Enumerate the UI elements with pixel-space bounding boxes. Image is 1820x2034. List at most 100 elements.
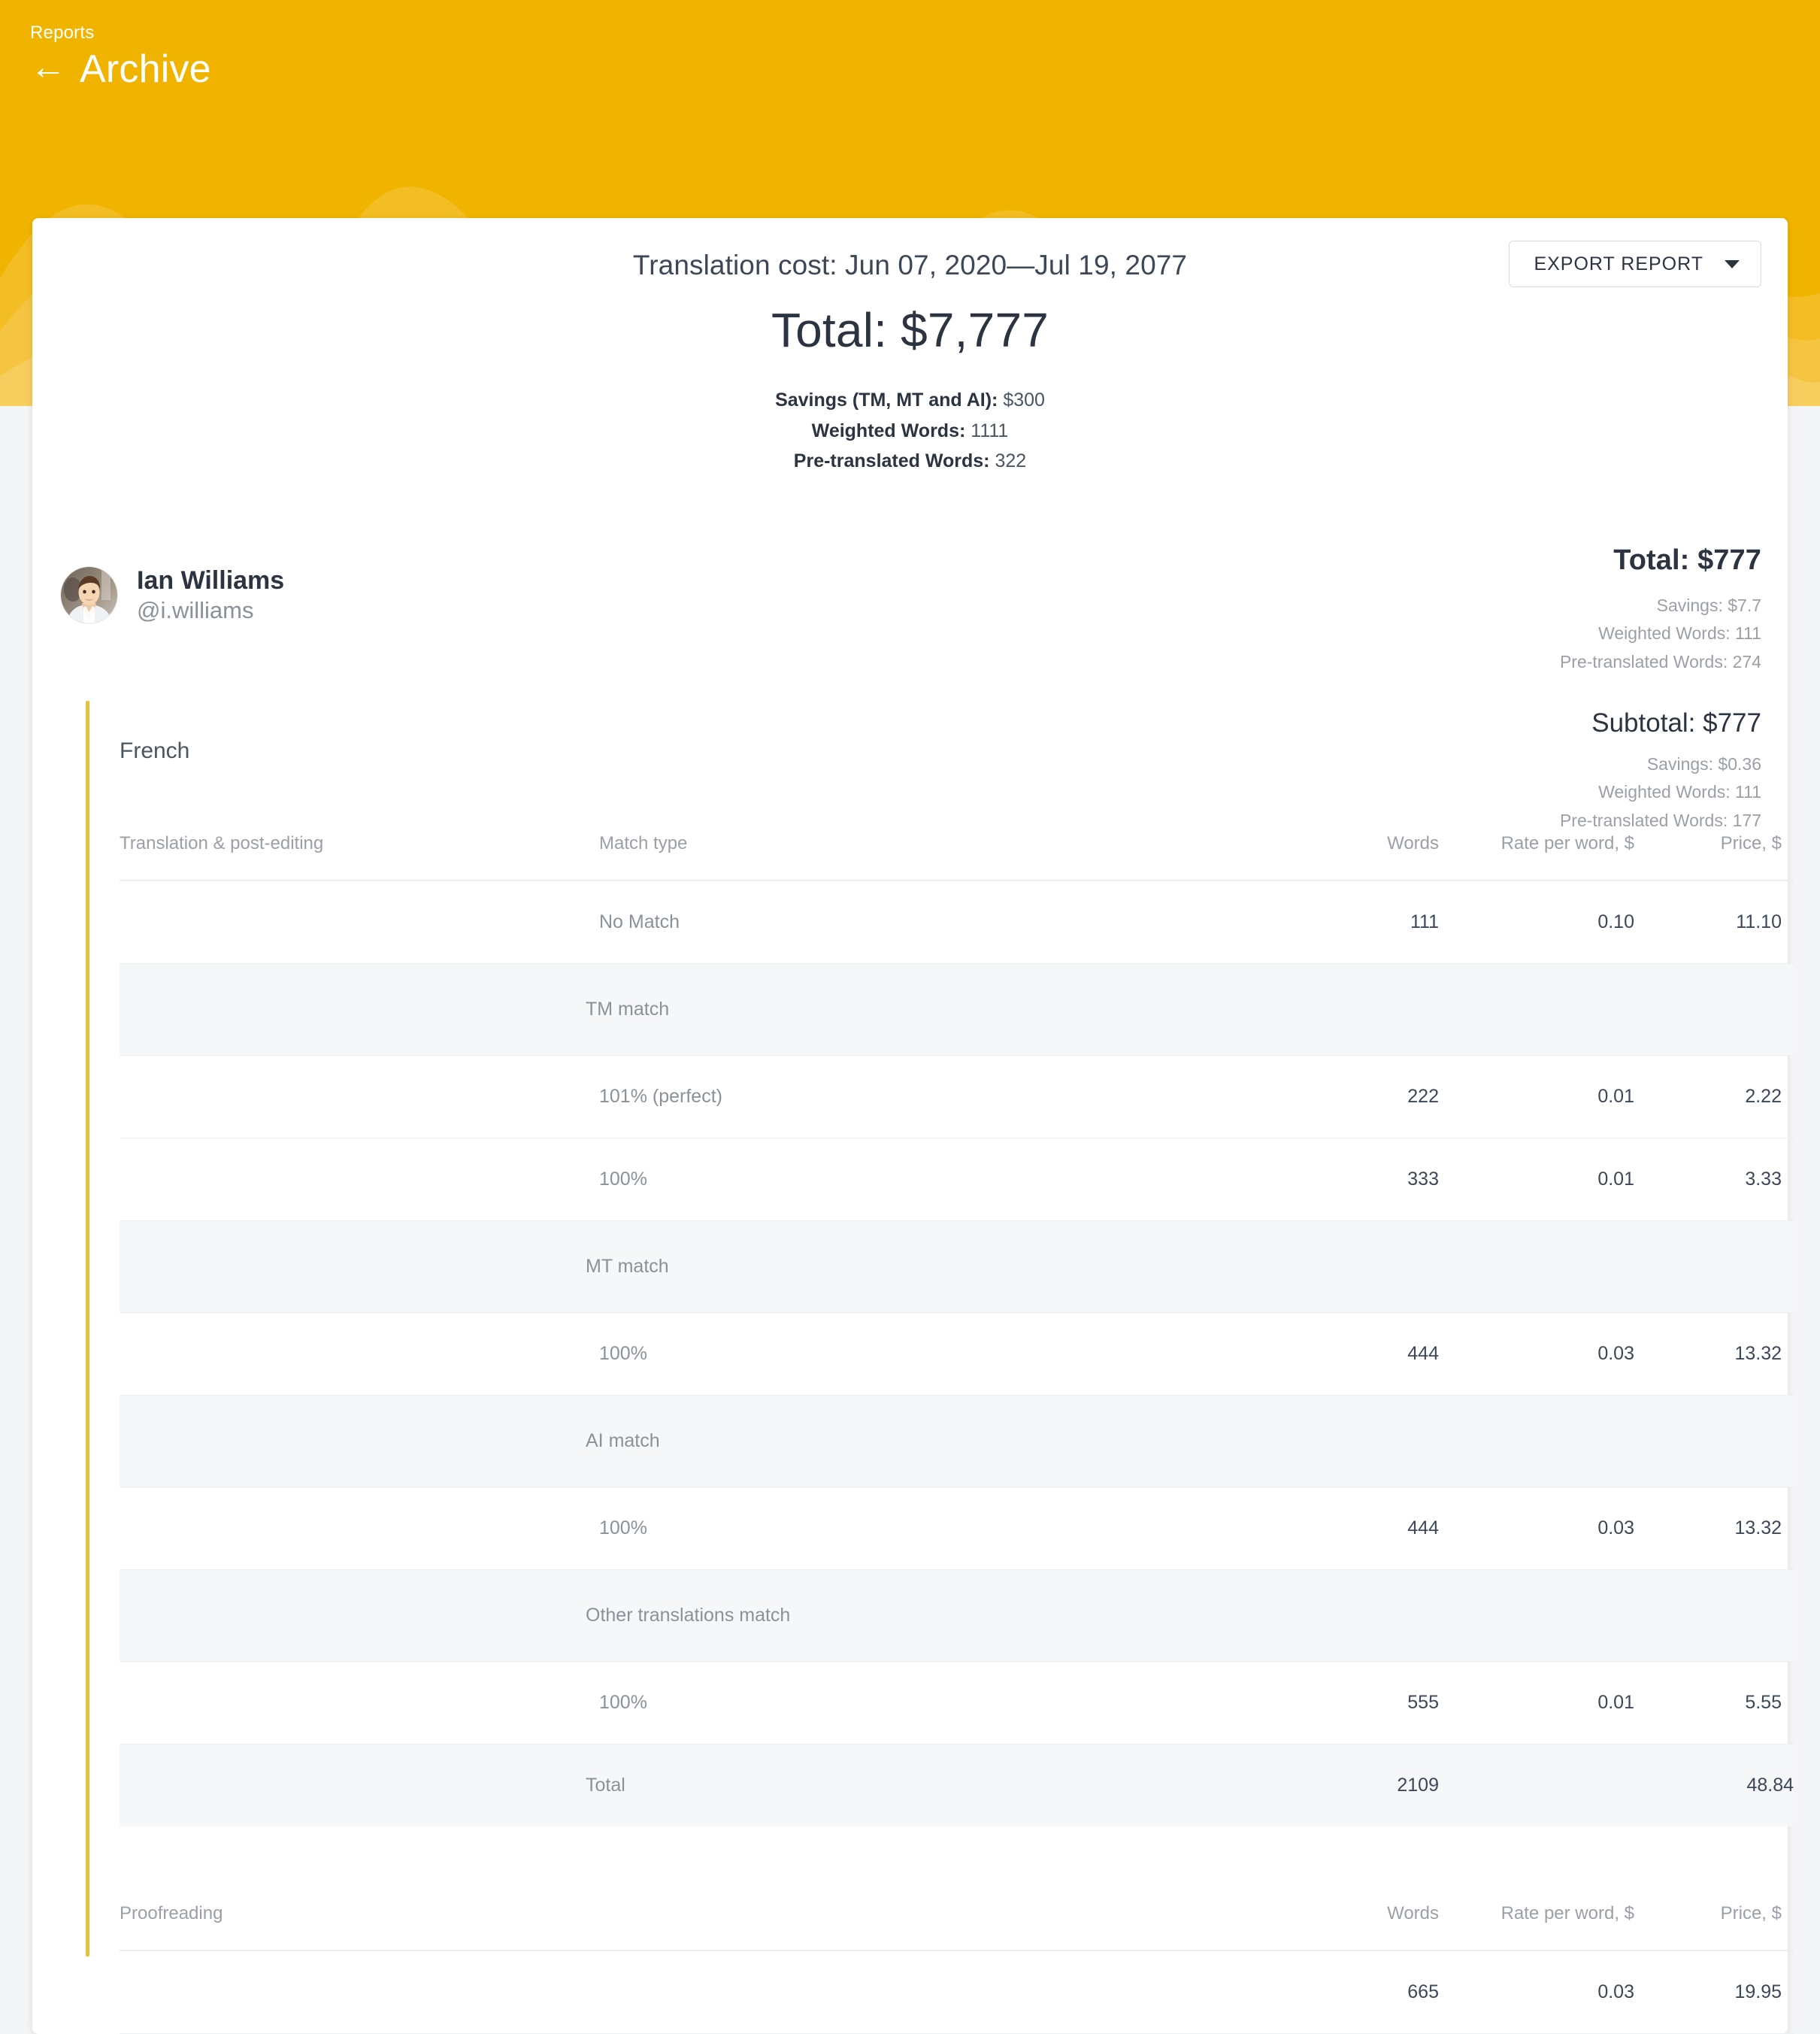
col-header-price: Price, $: [1634, 832, 1794, 881]
page-title: Archive: [80, 47, 211, 91]
cell-match-type: AI match: [586, 1395, 1232, 1487]
table-row: Total 2109 48.84: [120, 1744, 1794, 1826]
table-row: AI match: [120, 1395, 1794, 1487]
cell-match-type: No Match: [586, 880, 1232, 964]
cell-words: 555: [1232, 1661, 1439, 1745]
report-summary-meta: Savings (TM, MT and AI): $300 Weighted W…: [32, 385, 1788, 477]
cell-price: 19.95: [1634, 1950, 1794, 2034]
subtotal-details: Savings: $0.36 Weighted Words: 111 Pre-t…: [1560, 750, 1761, 835]
cell-words: 444: [1232, 1312, 1439, 1396]
table-row: TM match: [120, 963, 1794, 1056]
cell-rate: 0.03: [1439, 1487, 1634, 1570]
col-header-words: Words: [1232, 832, 1439, 881]
table-header-row: Proofreading Words Rate per word, $ Pric…: [120, 1902, 1794, 1951]
cell-price: 11.10: [1634, 880, 1794, 964]
page-title-row: ← Archive: [30, 47, 211, 92]
col-header-price: Price, $: [1634, 1902, 1794, 1951]
cell-rate: 0.03: [1439, 1312, 1634, 1396]
cell-price: [1634, 1569, 1794, 1662]
table-row: 100% 444 0.03 13.32: [120, 1487, 1794, 1570]
cell-price: 3.33: [1634, 1138, 1794, 1221]
cell-match-type: TM match: [586, 963, 1232, 1056]
cell-words: 222: [1232, 1055, 1439, 1138]
table-row: 100% 333 0.01 3.33: [120, 1138, 1794, 1221]
translation-table-wrapper: Translation & post-editing Match type Wo…: [120, 832, 1794, 1826]
summary-pretranslated-line: Pre-translated Words: 322: [32, 446, 1788, 477]
user-pretranslated-words: Pre-translated Words: 274: [1559, 651, 1761, 671]
cell-section: [120, 1661, 586, 1745]
user-name: Ian Williams: [137, 565, 285, 595]
cell-match-type: 100%: [586, 1138, 1232, 1221]
col-header-rate: Rate per word, $: [1439, 1902, 1634, 1951]
back-arrow-icon[interactable]: ←: [30, 47, 66, 87]
cell-words: 111: [1232, 880, 1439, 964]
subtotal-pretranslated-words: Pre-translated Words: 177: [1559, 810, 1761, 830]
cell-section: [120, 1312, 586, 1396]
col-header-match-type: Match type: [586, 832, 1232, 881]
col-header-spacer: [586, 1902, 1232, 1951]
cell-price: 2.22: [1634, 1055, 1794, 1138]
cell-section: [120, 963, 586, 1056]
cell-match-type: MT match: [586, 1220, 1232, 1313]
cell-words: 333: [1232, 1138, 1439, 1221]
table-row: 100% 555 0.01 5.55: [120, 1661, 1794, 1745]
col-header-words: Words: [1232, 1902, 1439, 1951]
translation-table-body: No Match 111 0.10 11.10 TM match 101% (perfec…: [120, 880, 1794, 1826]
user-savings: Savings: $7.7: [1656, 595, 1761, 615]
user-identity[interactable]: Ian Williams @i.williams: [61, 565, 1761, 625]
chevron-down-icon[interactable]: [1725, 259, 1740, 268]
cell-rate: 0.01: [1439, 1138, 1634, 1221]
cell-match-type: 100%: [586, 1312, 1232, 1396]
translation-post-editing-table: Translation & post-editing Match type Wo…: [120, 832, 1794, 1826]
cell-rate: 0.10: [1439, 880, 1634, 964]
cell-section: [120, 1220, 586, 1313]
proofreading-table-wrapper: Proofreading Words Rate per word, $ Pric…: [120, 1902, 1794, 2034]
cell-section: [120, 1569, 586, 1662]
col-header-section: Translation & post-editing: [120, 832, 586, 881]
summary-weighted-value: 1111: [971, 420, 1009, 441]
cell-price: 5.55: [1634, 1661, 1794, 1745]
cell-rate: 0.01: [1439, 1661, 1634, 1745]
table-row: No Match 111 0.10 11.10: [120, 880, 1794, 964]
cell-match-type: Total: [586, 1744, 1232, 1826]
cell-match-type: 100%: [586, 1487, 1232, 1570]
cell-rate: 0.03: [1439, 1950, 1634, 2034]
cell-words: 444: [1232, 1487, 1439, 1570]
col-header-rate: Rate per word, $: [1439, 832, 1634, 881]
table-header-row: Translation & post-editing Match type Wo…: [120, 832, 1794, 881]
user-totals: Total: $777 Savings: $7.7 Weighted Words…: [1560, 544, 1761, 677]
table-row: 101% (perfect) 222 0.01 2.22: [120, 1055, 1794, 1138]
cell-section: [120, 880, 586, 964]
col-header-proofreading: Proofreading: [120, 1902, 586, 1951]
user-avatar-photo: [61, 566, 117, 623]
user-text: Ian Williams @i.williams: [137, 565, 284, 625]
cell-section: [120, 1487, 586, 1570]
user-total-details: Savings: $7.7 Weighted Words: 111 Pre-tr…: [1560, 592, 1761, 677]
table-row: 665 0.03 19.95: [120, 1950, 1794, 2034]
breadcrumb[interactable]: Reports: [30, 23, 95, 43]
cell-section: [120, 1055, 586, 1138]
user-handle: @i.williams: [137, 596, 254, 623]
cell-rate: [1439, 1744, 1634, 1826]
export-report-button[interactable]: EXPORT REPORT: [1509, 241, 1761, 287]
cell-rate: [1439, 963, 1634, 1056]
language-accent-bar: [86, 700, 89, 1957]
table-row: Other translations match: [120, 1569, 1794, 1662]
cell-words: [1232, 1220, 1439, 1313]
cell-words: 2109: [1232, 1744, 1439, 1826]
subtotal-weighted-words: Weighted Words: 111: [1598, 782, 1761, 802]
user-summary-block: Ian Williams @i.williams Total: $777 Sav…: [32, 544, 1788, 830]
cell-price: [1634, 1220, 1794, 1313]
subtotal-amount: Subtotal: $777: [1591, 708, 1761, 738]
proofreading-table-body: 665 0.03 19.95: [120, 1950, 1794, 2034]
export-report-label: EXPORT REPORT: [1534, 253, 1703, 274]
cell-section: [120, 1138, 586, 1221]
user-weighted-words: Weighted Words: 111: [1598, 623, 1761, 644]
language-subtotal: Subtotal: $777 Savings: $0.36 Weighted W…: [1560, 708, 1761, 835]
summary-savings-value: $300: [1003, 390, 1045, 411]
summary-pretranslated-value: 322: [995, 450, 1027, 471]
avatar: [61, 566, 117, 623]
cell-section: [120, 1395, 586, 1487]
cell-section: [120, 1744, 586, 1826]
summary-pretranslated-label: Pre-translated Words:: [793, 450, 990, 471]
